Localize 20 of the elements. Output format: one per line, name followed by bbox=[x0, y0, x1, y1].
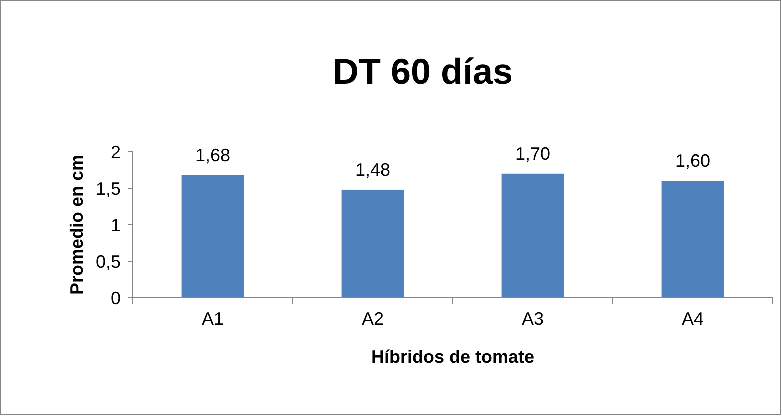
x-tick-label: A1 bbox=[202, 309, 224, 329]
y-tick-label: 2 bbox=[110, 142, 121, 162]
data-label: 1,68 bbox=[195, 145, 231, 166]
x-tick-label: A3 bbox=[522, 309, 544, 329]
y-tick-label: 1 bbox=[110, 215, 121, 236]
chart-title: DT 60 días bbox=[332, 51, 514, 92]
data-label: 1,48 bbox=[355, 160, 391, 180]
y-axis-title: Promedio en cm bbox=[67, 154, 87, 296]
x-tick-label: A4 bbox=[682, 309, 704, 329]
bar bbox=[662, 181, 724, 298]
y-tick-label: 1,5 bbox=[96, 178, 121, 199]
y-tick-label: 0,5 bbox=[96, 252, 121, 272]
x-axis-title: Híbridos de tomate bbox=[371, 347, 535, 367]
data-label: 1,60 bbox=[675, 151, 711, 172]
x-tick-label: A2 bbox=[362, 309, 384, 329]
bar bbox=[502, 174, 564, 298]
bar bbox=[342, 190, 404, 298]
bar bbox=[182, 175, 244, 298]
data-label: 1,70 bbox=[515, 144, 551, 164]
y-tick-label: 0 bbox=[110, 288, 121, 308]
